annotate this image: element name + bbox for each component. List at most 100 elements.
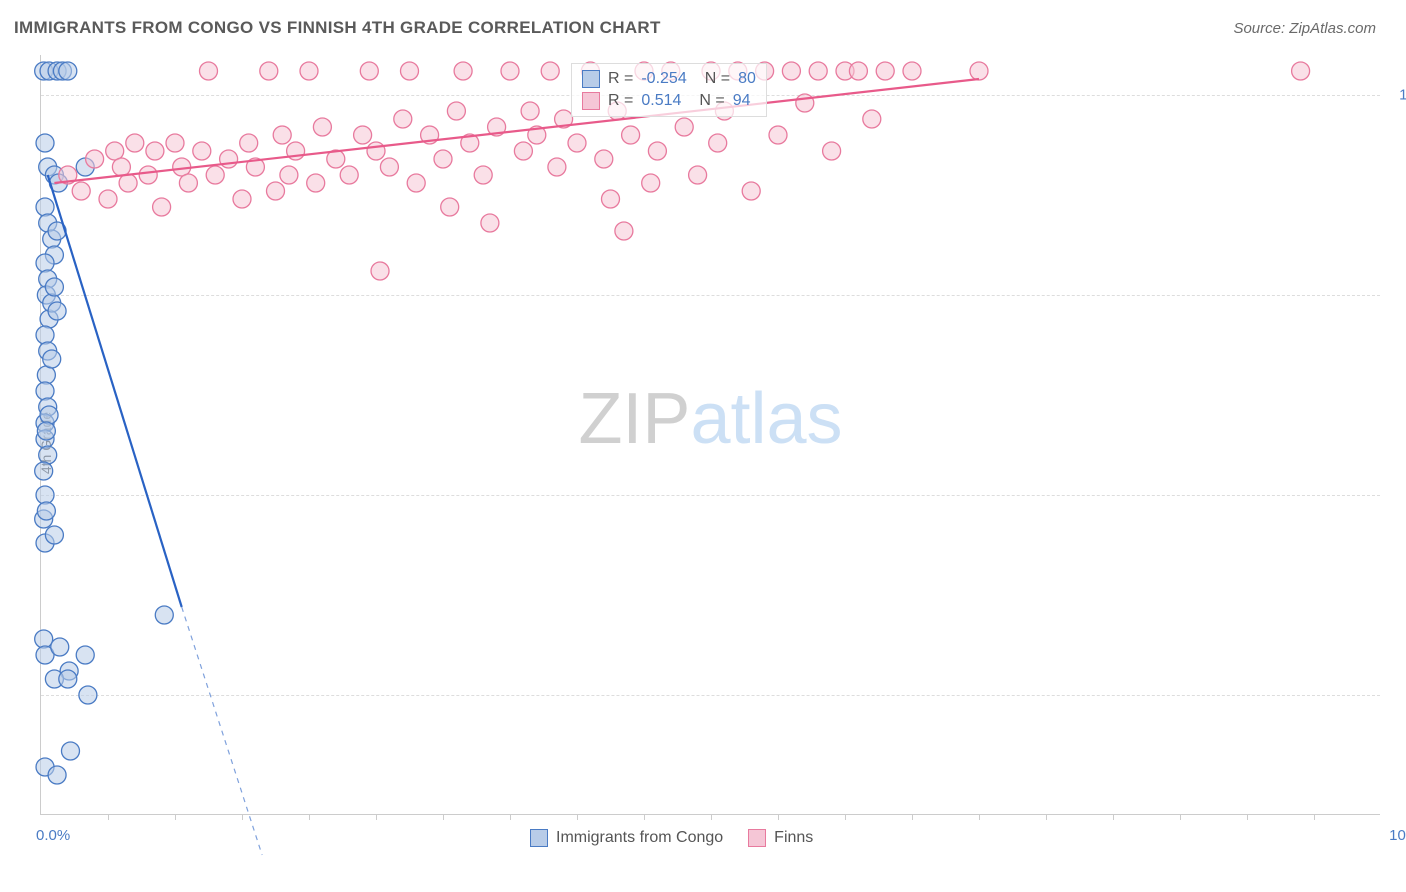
data-point: [220, 150, 238, 168]
data-point: [454, 62, 472, 80]
data-point: [240, 134, 258, 152]
legend-n-label: N =: [705, 70, 730, 88]
data-point: [823, 142, 841, 160]
data-point: [407, 174, 425, 192]
data-point: [36, 326, 54, 344]
data-point: [501, 62, 519, 80]
data-point: [61, 742, 79, 760]
data-point: [36, 198, 54, 216]
legend-item: Finns: [748, 829, 813, 847]
data-point: [474, 166, 492, 184]
data-point: [72, 182, 90, 200]
x-tick-end: 100.0%: [1389, 827, 1406, 844]
data-point: [548, 158, 566, 176]
data-point: [360, 62, 378, 80]
x-tick-mark: [1314, 814, 1315, 820]
x-tick-mark: [1180, 814, 1181, 820]
data-point: [796, 94, 814, 112]
data-point: [179, 174, 197, 192]
data-point: [35, 630, 53, 648]
legend-n-label: N =: [699, 92, 724, 110]
data-point: [521, 102, 539, 120]
trendline: [54, 79, 979, 183]
data-point: [59, 62, 77, 80]
y-tick-label: 95.0%: [1390, 487, 1406, 504]
source-label: Source: ZipAtlas.com: [1233, 20, 1376, 37]
data-point: [36, 134, 54, 152]
x-tick-mark: [979, 814, 980, 820]
data-point: [689, 166, 707, 184]
legend-r-value: -0.254: [641, 70, 686, 88]
data-point: [119, 174, 137, 192]
data-point: [300, 62, 318, 80]
legend-n-value: 80: [738, 70, 756, 88]
data-point: [48, 766, 66, 784]
data-point: [200, 62, 218, 80]
legend-row: R = -0.254 N = 80: [582, 68, 756, 90]
data-point: [863, 110, 881, 128]
data-point: [354, 126, 372, 144]
data-point: [86, 150, 104, 168]
data-point: [37, 502, 55, 520]
data-point: [876, 62, 894, 80]
data-point: [267, 182, 285, 200]
data-point: [45, 526, 63, 544]
x-tick-start: 0.0%: [36, 827, 70, 844]
x-tick-mark: [845, 814, 846, 820]
legend-swatch: [748, 829, 766, 847]
legend-row: R = 0.514 N = 94: [582, 90, 756, 112]
legend-r-label: R =: [608, 70, 633, 88]
data-point: [602, 190, 620, 208]
legend-n-value: 94: [733, 92, 751, 110]
data-point: [36, 486, 54, 504]
data-point: [441, 198, 459, 216]
data-point: [742, 182, 760, 200]
data-point: [39, 446, 57, 464]
legend-r-value: 0.514: [641, 92, 681, 110]
data-point: [206, 166, 224, 184]
data-point: [809, 62, 827, 80]
data-point: [642, 174, 660, 192]
data-point: [782, 62, 800, 80]
y-tick-label: 97.5%: [1390, 287, 1406, 304]
data-point: [394, 110, 412, 128]
scatter-svg: [41, 55, 1380, 814]
data-point: [166, 134, 184, 152]
data-point: [367, 142, 385, 160]
data-point: [126, 134, 144, 152]
data-point: [36, 254, 54, 272]
series-legend: Immigrants from Congo Finns: [530, 829, 813, 847]
data-point: [35, 462, 53, 480]
trendline-extrapolated: [182, 607, 262, 855]
y-tick-label: 100.0%: [1390, 87, 1406, 104]
data-point: [260, 62, 278, 80]
x-tick-mark: [242, 814, 243, 820]
legend-swatch: [582, 70, 600, 88]
legend-swatch: [530, 829, 548, 847]
data-point: [233, 190, 251, 208]
x-tick-mark: [376, 814, 377, 820]
data-point: [112, 158, 130, 176]
legend-swatch: [582, 92, 600, 110]
x-tick-mark: [443, 814, 444, 820]
data-point: [37, 422, 55, 440]
data-point: [1292, 62, 1310, 80]
data-point: [514, 142, 532, 160]
legend-item: Immigrants from Congo: [530, 829, 723, 847]
data-point: [401, 62, 419, 80]
data-point: [45, 278, 63, 296]
data-point: [675, 118, 693, 136]
x-tick-mark: [1247, 814, 1248, 820]
trendline: [48, 175, 182, 607]
data-point: [340, 166, 358, 184]
data-point: [79, 686, 97, 704]
x-tick-mark: [778, 814, 779, 820]
x-tick-mark: [912, 814, 913, 820]
plot-area: ZIPatlas 92.5%95.0%97.5%100.0% R =-0.254…: [40, 55, 1380, 815]
legend-r-label: R =: [608, 92, 633, 110]
data-point: [280, 166, 298, 184]
data-point: [48, 302, 66, 320]
data-point: [769, 126, 787, 144]
data-point: [447, 102, 465, 120]
data-point: [648, 142, 666, 160]
